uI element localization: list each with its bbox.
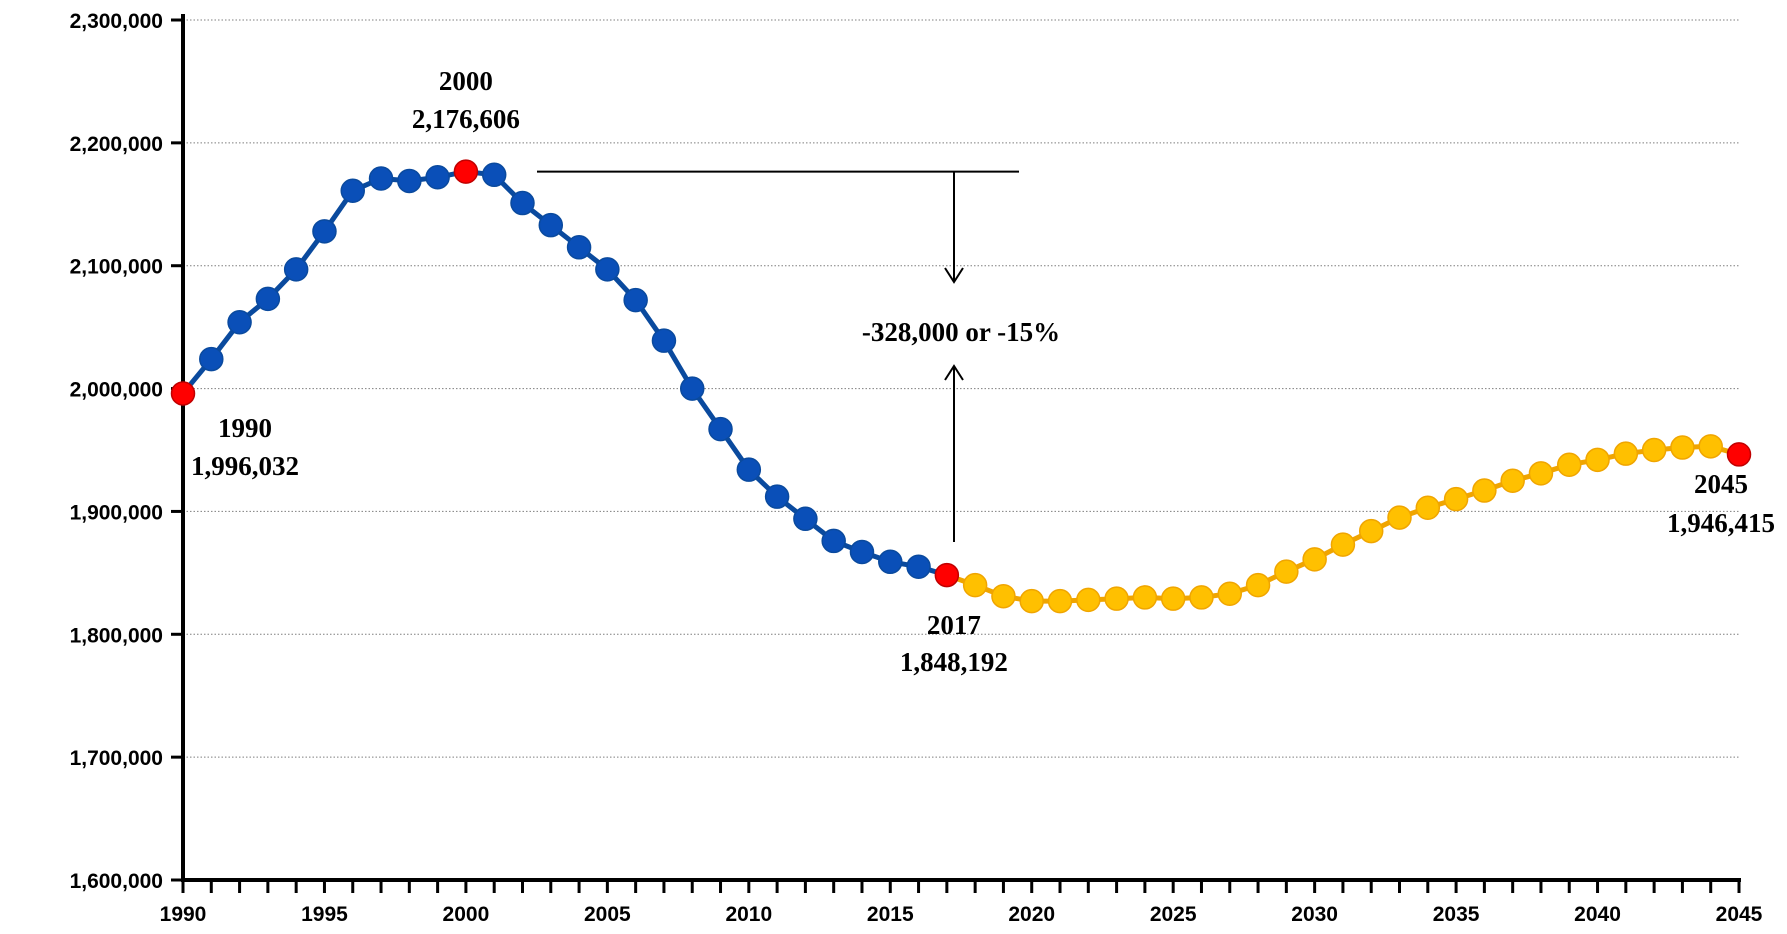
data-point	[1330, 532, 1356, 557]
highlight-value-label: 2,176,606	[412, 104, 520, 134]
x-tick-label: 1990	[160, 903, 207, 926]
data-point	[1528, 461, 1554, 486]
highlight-labels: 1990 1,996,032 2000 2,176,606 2017 1,848,192 2…	[191, 66, 1775, 677]
data-point	[368, 166, 394, 191]
data-point	[538, 212, 564, 238]
series-markers	[170, 159, 1752, 614]
data-point	[1358, 518, 1384, 544]
data-point	[481, 162, 507, 188]
highlight-point	[453, 159, 479, 184]
change-annotation: -328,000 or -15%	[537, 170, 1060, 542]
highlight-value-label: 1,848,192	[900, 647, 1008, 677]
data-point	[1302, 547, 1327, 572]
data-point	[991, 583, 1016, 609]
data-point	[1613, 441, 1639, 466]
data-point	[312, 219, 337, 244]
data-point	[1245, 572, 1271, 598]
data-point	[736, 457, 762, 482]
data-point	[1274, 559, 1299, 584]
data-point	[1076, 587, 1101, 613]
y-tick-label: 1,900,000	[70, 501, 163, 524]
data-point	[510, 190, 535, 216]
y-tick-label: 2,100,000	[70, 256, 163, 279]
data-point	[255, 286, 281, 312]
data-point	[283, 257, 309, 282]
x-tick-label: 2040	[1574, 903, 1621, 926]
y-tick-label: 2,000,000	[70, 379, 163, 402]
data-point	[1132, 585, 1158, 610]
y-tick-label: 1,600,000	[70, 870, 163, 893]
up-arrow-head	[944, 364, 964, 381]
data-point	[340, 178, 365, 204]
data-point	[1047, 588, 1073, 614]
data-point	[821, 528, 846, 554]
highlight-year-label: 2017	[927, 610, 981, 640]
y-tick-label: 1,700,000	[70, 747, 163, 770]
data-point	[679, 376, 705, 401]
data-point	[425, 165, 450, 190]
data-point	[1160, 586, 1186, 611]
data-point	[397, 168, 422, 194]
highlight-year-label: 2000	[439, 66, 493, 96]
data-point	[1670, 435, 1695, 460]
data-point	[595, 257, 620, 282]
x-tick-label: 2020	[1008, 903, 1055, 926]
series-line	[946, 443, 1740, 604]
highlight-value-label: 1,946,415	[1667, 508, 1775, 538]
y-tick-label: 1,800,000	[70, 624, 163, 647]
highlight-point	[170, 381, 196, 406]
axes	[181, 14, 1741, 882]
data-point	[1189, 585, 1214, 610]
data-point	[906, 554, 931, 579]
data-point	[651, 328, 677, 353]
x-tick-label: 2045	[1716, 903, 1763, 926]
data-point	[1387, 505, 1412, 530]
data-point	[199, 346, 224, 372]
data-point	[708, 416, 733, 442]
data-point	[1415, 495, 1441, 520]
highlight-year-label: 2045	[1694, 469, 1748, 499]
highlight-year-label: 1990	[218, 413, 272, 443]
data-point	[1698, 434, 1723, 459]
change-annotation-label: -328,000 or -15%	[862, 317, 1060, 347]
data-point	[1217, 581, 1243, 606]
y-tick-label: 2,200,000	[70, 133, 163, 156]
data-point	[962, 572, 988, 598]
down-arrow-head	[944, 267, 964, 284]
data-point	[1557, 452, 1582, 477]
data-point	[1585, 447, 1610, 473]
series-line	[181, 169, 948, 578]
data-point	[1019, 588, 1044, 614]
data-point	[1500, 468, 1525, 493]
x-tick-label: 2015	[867, 903, 914, 926]
x-tick-label: 2035	[1433, 903, 1480, 926]
data-point	[1443, 486, 1469, 512]
highlight-point	[934, 562, 960, 588]
x-tick-label: 2005	[584, 903, 631, 926]
x-axis-ticks: 1990 1995 2000 2005 2010 2015 2020 2025 2030 2035…	[160, 880, 1763, 926]
data-point	[1472, 478, 1497, 503]
x-tick-label: 2000	[443, 903, 490, 926]
x-tick-label: 1995	[301, 903, 348, 926]
data-point	[878, 549, 903, 575]
x-tick-label: 2030	[1291, 903, 1338, 926]
data-point	[566, 235, 592, 260]
gridlines	[183, 19, 1739, 758]
y-axis-ticks: 1,600,000 1,700,000 1,800,000 1,900,000 2,00…	[70, 10, 183, 893]
highlight-point	[1726, 442, 1752, 467]
data-point	[1641, 437, 1667, 463]
data-point	[793, 506, 818, 532]
y-tick-label: 2,300,000	[70, 10, 163, 33]
series-lines	[181, 169, 1740, 604]
data-point	[227, 309, 252, 335]
data-point	[849, 539, 875, 565]
data-point	[764, 484, 790, 509]
highlight-value-label: 1,996,032	[191, 451, 299, 481]
x-tick-label: 2010	[725, 903, 772, 926]
x-tick-label: 2025	[1150, 903, 1197, 926]
data-point	[1104, 586, 1129, 611]
data-point	[623, 287, 648, 313]
